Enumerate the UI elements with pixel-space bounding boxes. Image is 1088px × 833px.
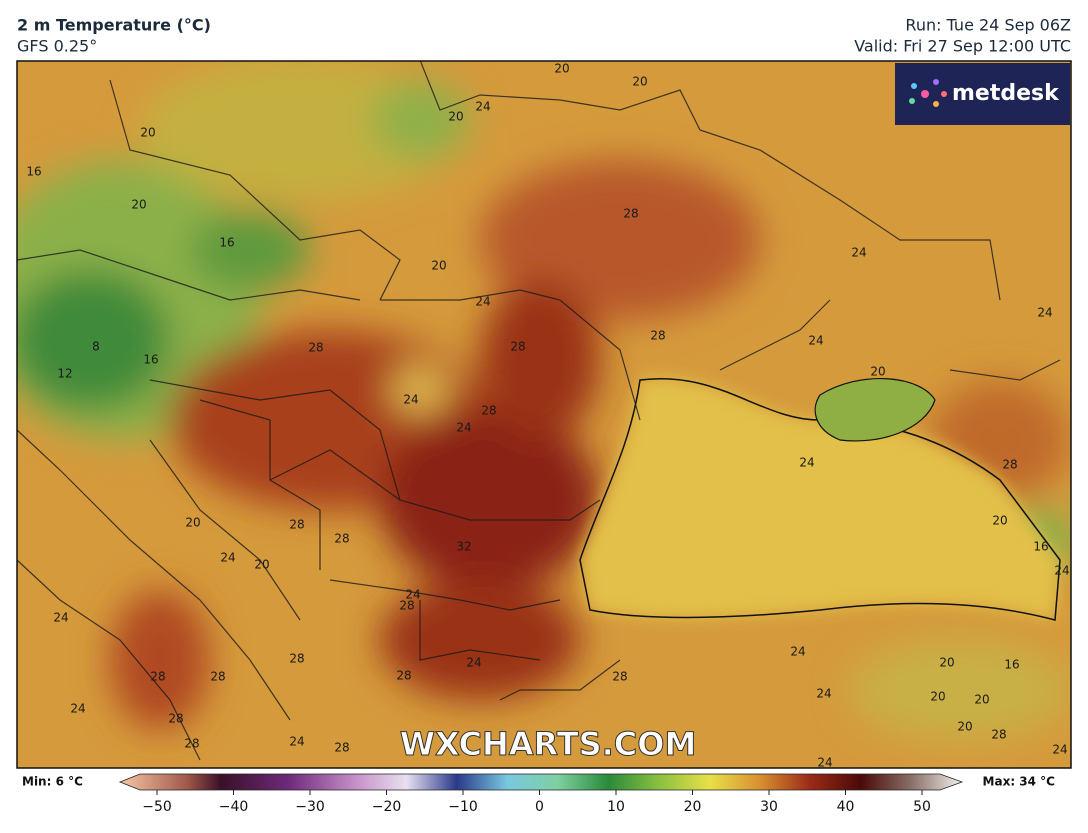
min-label: Min: 6 °C — [22, 775, 83, 789]
max-label: Max: 34 °C — [983, 775, 1056, 789]
contour-label: 28 — [623, 207, 638, 221]
run-time: Run: Tue 24 Sep 06Z — [905, 16, 1071, 35]
contour-label: 24 — [475, 295, 490, 309]
contour-label: 28 — [150, 670, 165, 684]
contour-label: 28 — [650, 329, 665, 343]
contour-label: 16 — [143, 353, 158, 367]
contour-label: 20 — [957, 720, 972, 734]
contour-label: 24 — [53, 611, 68, 625]
colorbar-tick-label: 20 — [684, 799, 702, 815]
colorbar-tick-label: −50 — [142, 799, 172, 815]
valid-time: Valid: Fri 27 Sep 12:00 UTC — [854, 37, 1071, 56]
contour-label: 24 — [466, 656, 481, 670]
contour-label: 16 — [1004, 658, 1019, 672]
contour-label: 28 — [184, 737, 199, 751]
colorbar — [118, 773, 964, 791]
contour-label: 20 — [254, 558, 269, 572]
colorbar-ticks: −50 −40 −30 −20 −10 0 10 20 30 40 50 — [142, 790, 931, 815]
colorbar-tick-label: −10 — [448, 799, 478, 815]
logo-text: metdesk — [952, 81, 1060, 106]
contour-label: 16 — [219, 236, 234, 250]
colorbar-tick-label: 0 — [535, 799, 544, 815]
contour-label: 20 — [930, 690, 945, 704]
subtitle: GFS 0.25° — [17, 37, 97, 56]
contour-label: 20 — [870, 365, 885, 379]
contour-label: 28 — [991, 728, 1006, 742]
contour-label: 20 — [939, 656, 954, 670]
contour-label: 28 — [481, 404, 496, 418]
contour-label: 24 — [816, 687, 831, 701]
watermark: WXCHARTS.COM — [400, 725, 697, 763]
logo-icon — [909, 79, 947, 107]
contour-label: 16 — [1033, 540, 1048, 554]
colorbar-tick-label: −30 — [295, 799, 325, 815]
contour-label: 32 — [456, 540, 471, 554]
contour-label: 24 — [289, 735, 304, 749]
contour-label: 24 — [1054, 564, 1069, 578]
contour-label: 28 — [168, 712, 183, 726]
contour-label: 24 — [1037, 306, 1052, 320]
colorbar-tick-label: −20 — [372, 799, 402, 815]
contour-label: 24 — [851, 246, 866, 260]
contour-label: 24 — [456, 421, 471, 435]
contour-label: 24 — [817, 756, 832, 770]
contour-label: 28 — [334, 532, 349, 546]
contour-label: 24 — [799, 456, 814, 470]
contour-label: 28 — [1002, 458, 1017, 472]
contour-label: 28 — [308, 341, 323, 355]
contour-label: 20 — [140, 126, 155, 140]
contour-label: 24 — [790, 645, 805, 659]
contour-label: 28 — [399, 599, 414, 613]
colorbar-tick-label: 40 — [837, 799, 855, 815]
colorbar-tick-label: 10 — [607, 799, 625, 815]
contour-label: 8 — [92, 340, 100, 354]
contour-label: 24 — [220, 551, 235, 565]
contour-label: 20 — [131, 198, 146, 212]
contour-label: 20 — [185, 516, 200, 530]
contour-label: 20 — [431, 259, 446, 273]
contour-label: 28 — [396, 669, 411, 683]
contour-label: 20 — [632, 75, 647, 89]
title: 2 m Temperature (°C) — [17, 16, 211, 35]
contour-label: 20 — [974, 693, 989, 707]
contour-label: 28 — [289, 518, 304, 532]
colorbar-tick-label: 50 — [913, 799, 931, 815]
contour-label: 20 — [554, 62, 569, 76]
contour-label: 12 — [57, 367, 72, 381]
colorbar-tick-label: −40 — [219, 799, 249, 815]
contour-label: 24 — [808, 334, 823, 348]
contour-label: 28 — [510, 340, 525, 354]
contour-label: 24 — [1052, 743, 1067, 757]
contour-label: 24 — [475, 100, 490, 114]
contour-label: 20 — [448, 110, 463, 124]
contour-label: 28 — [334, 741, 349, 755]
contour-label: 24 — [70, 702, 85, 716]
contour-label: 16 — [26, 165, 41, 179]
colorbar-tick-label: 30 — [760, 799, 778, 815]
map-frame — [16, 60, 1072, 769]
contour-label: 28 — [612, 670, 627, 684]
contour-label: 28 — [210, 670, 225, 684]
contour-label: 24 — [405, 588, 420, 602]
contour-label: 24 — [403, 393, 418, 407]
contour-label: 20 — [992, 514, 1007, 528]
contour-label: 28 — [289, 652, 304, 666]
